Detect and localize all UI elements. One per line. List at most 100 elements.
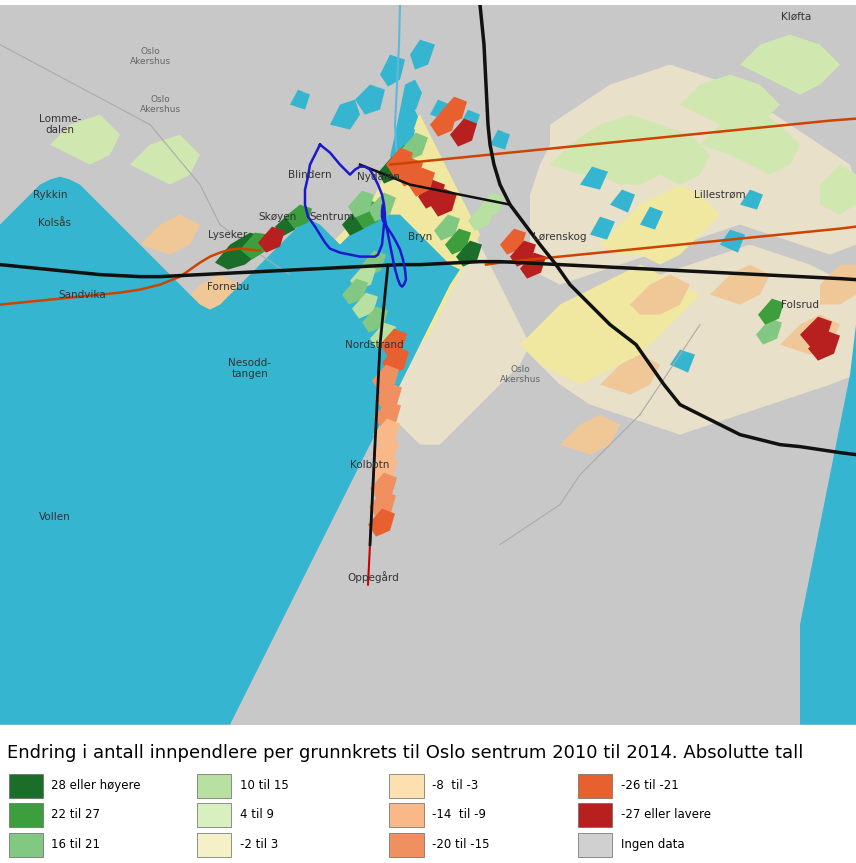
Polygon shape xyxy=(478,192,504,218)
Polygon shape xyxy=(372,437,399,464)
Text: Fornebu: Fornebu xyxy=(207,281,249,292)
Bar xyxy=(578,803,612,827)
Polygon shape xyxy=(275,215,298,236)
Bar xyxy=(578,833,612,857)
Polygon shape xyxy=(456,241,482,267)
Text: Rykkin: Rykkin xyxy=(33,190,68,199)
Bar xyxy=(9,833,43,857)
Polygon shape xyxy=(640,206,663,230)
Text: Oslo
Akershus: Oslo Akershus xyxy=(140,95,181,114)
Polygon shape xyxy=(258,227,285,253)
Polygon shape xyxy=(395,104,418,135)
Bar xyxy=(197,833,231,857)
Polygon shape xyxy=(180,274,240,315)
Polygon shape xyxy=(355,85,385,115)
Polygon shape xyxy=(250,255,310,294)
Polygon shape xyxy=(382,347,409,375)
Bar xyxy=(389,774,424,797)
Polygon shape xyxy=(820,165,856,215)
Text: -8  til -3: -8 til -3 xyxy=(432,779,479,792)
Polygon shape xyxy=(550,115,710,185)
Polygon shape xyxy=(434,215,460,241)
Polygon shape xyxy=(50,115,120,165)
Text: Kolsås: Kolsås xyxy=(39,217,72,228)
Polygon shape xyxy=(490,129,510,149)
Text: Nydalen: Nydalen xyxy=(357,172,400,181)
Text: Oslo
Akershus: Oslo Akershus xyxy=(129,47,170,66)
Polygon shape xyxy=(720,230,745,253)
Text: 22 til 27: 22 til 27 xyxy=(51,809,100,822)
Text: -2 til 3: -2 til 3 xyxy=(240,838,278,852)
Polygon shape xyxy=(368,192,396,222)
Text: -26 til -21: -26 til -21 xyxy=(621,779,678,792)
Polygon shape xyxy=(348,191,374,217)
Polygon shape xyxy=(740,190,763,210)
Polygon shape xyxy=(396,158,423,186)
Polygon shape xyxy=(330,99,360,129)
Polygon shape xyxy=(350,265,376,291)
Polygon shape xyxy=(352,293,378,318)
Polygon shape xyxy=(500,229,526,255)
Polygon shape xyxy=(290,90,310,110)
Polygon shape xyxy=(530,244,856,435)
Polygon shape xyxy=(520,265,700,385)
Polygon shape xyxy=(440,97,467,124)
Polygon shape xyxy=(285,205,312,229)
Polygon shape xyxy=(580,167,608,190)
Polygon shape xyxy=(560,414,620,455)
Polygon shape xyxy=(240,233,270,260)
Polygon shape xyxy=(380,54,405,86)
Polygon shape xyxy=(400,79,422,110)
Polygon shape xyxy=(590,217,615,240)
Polygon shape xyxy=(0,177,460,725)
Text: -20 til -15: -20 til -15 xyxy=(432,838,490,852)
Polygon shape xyxy=(368,508,395,537)
Polygon shape xyxy=(310,115,480,365)
Polygon shape xyxy=(370,323,396,349)
Bar xyxy=(197,774,231,797)
Polygon shape xyxy=(710,265,770,305)
Bar xyxy=(389,833,424,857)
Polygon shape xyxy=(390,145,416,173)
Text: Lomme-
dalen: Lomme- dalen xyxy=(39,114,81,135)
Polygon shape xyxy=(630,274,690,315)
Polygon shape xyxy=(215,233,265,269)
Text: 4 til 9: 4 til 9 xyxy=(240,809,274,822)
Polygon shape xyxy=(370,473,397,501)
Polygon shape xyxy=(460,110,480,129)
Text: Bryn: Bryn xyxy=(407,231,432,242)
Polygon shape xyxy=(355,200,382,229)
Polygon shape xyxy=(390,124,415,162)
Polygon shape xyxy=(680,74,780,135)
Polygon shape xyxy=(600,185,720,265)
Polygon shape xyxy=(530,65,856,285)
Polygon shape xyxy=(445,229,471,255)
Text: Vollen: Vollen xyxy=(39,512,71,521)
Text: Nesodd-
tangen: Nesodd- tangen xyxy=(229,358,271,380)
Polygon shape xyxy=(430,99,450,120)
Polygon shape xyxy=(130,135,200,185)
Polygon shape xyxy=(740,35,840,95)
Polygon shape xyxy=(250,255,300,340)
Text: Skøyen: Skøyen xyxy=(259,211,297,222)
Polygon shape xyxy=(510,241,536,267)
Polygon shape xyxy=(372,365,399,393)
Text: Kløfta: Kløfta xyxy=(781,11,811,22)
Polygon shape xyxy=(380,329,407,356)
Bar xyxy=(9,774,43,797)
Polygon shape xyxy=(140,215,200,255)
Text: 10 til 15: 10 til 15 xyxy=(240,779,288,792)
Text: Endring i antall innpendlere per grunnkrets til Oslo sentrum 2010 til 2014. Abso: Endring i antall innpendlere per grunnkr… xyxy=(7,744,803,762)
Polygon shape xyxy=(371,455,398,482)
Text: 28 eller høyere: 28 eller høyere xyxy=(51,779,141,792)
Polygon shape xyxy=(373,419,400,447)
Text: Nordstrand: Nordstrand xyxy=(345,340,403,350)
Text: Ingen data: Ingen data xyxy=(621,838,684,852)
Polygon shape xyxy=(360,250,386,277)
Polygon shape xyxy=(820,265,856,305)
Polygon shape xyxy=(808,331,840,361)
Text: -27 eller lavere: -27 eller lavere xyxy=(621,809,710,822)
Polygon shape xyxy=(600,355,660,394)
Polygon shape xyxy=(375,382,402,411)
Polygon shape xyxy=(342,279,368,305)
